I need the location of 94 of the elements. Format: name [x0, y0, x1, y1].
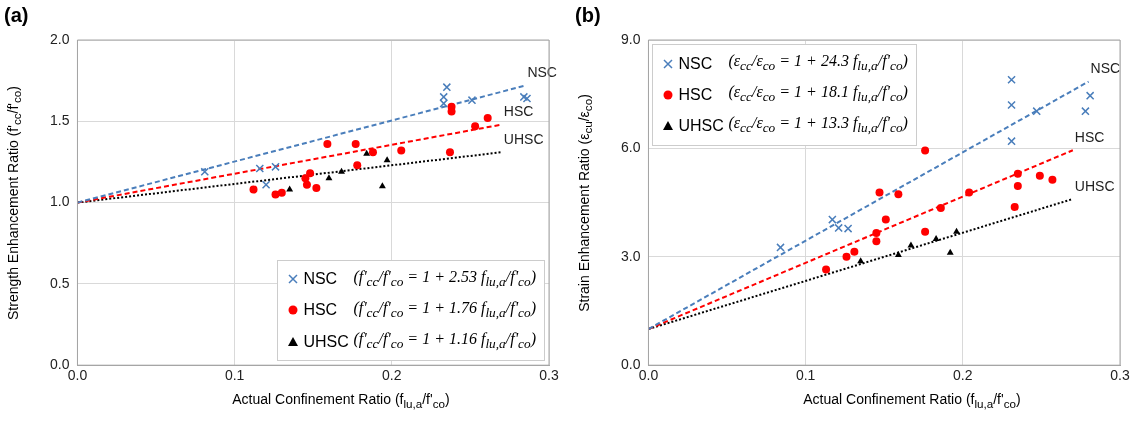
point — [822, 265, 831, 274]
point — [249, 185, 258, 194]
point — [850, 247, 859, 256]
point — [363, 149, 371, 156]
point — [483, 114, 492, 123]
point — [368, 148, 377, 157]
point — [894, 250, 902, 257]
text: (f'$_{cc}$/f'$_{co}$ = 1 + 1.76 f$_{lu,a}$/f'$_{co}$) — [353, 298, 536, 321]
point — [200, 167, 210, 176]
chart-title: (a) — [4, 4, 29, 27]
point — [857, 257, 865, 264]
point — [442, 82, 452, 92]
point — [881, 215, 890, 224]
point — [834, 223, 843, 233]
point — [843, 224, 853, 233]
point — [907, 241, 915, 248]
point — [325, 174, 333, 181]
point — [932, 235, 940, 242]
legend-label: HSC — [678, 84, 714, 105]
text: (f'$_{cc}$/f'$_{co}$ = 1 + 2.53 f$_{lu,a}$/f'$_{co}$) — [353, 267, 536, 289]
point — [872, 228, 881, 237]
point — [306, 169, 315, 178]
point — [872, 237, 881, 246]
point — [312, 183, 321, 192]
text: (ε$_{cc}$/ε$_{co}$ = 1 + 24.3 f$_{lu,a}$/f'$_{co}$) — [728, 52, 908, 74]
point — [1048, 175, 1057, 184]
annotation: NSC — [527, 64, 557, 81]
y-tick-label: 6.0 — [620, 139, 641, 156]
point — [1013, 169, 1022, 178]
y-tick-label: 2.0 — [49, 30, 70, 47]
x-tick-label: 0.3 — [1110, 367, 1130, 384]
point — [828, 215, 837, 224]
point — [277, 188, 286, 197]
point — [894, 190, 903, 199]
legend-label: NSC — [303, 269, 339, 290]
point — [1010, 202, 1019, 211]
point — [946, 248, 954, 255]
point — [302, 180, 311, 189]
annotation: UHSC — [503, 131, 544, 148]
point — [397, 146, 406, 155]
x-axis-title: Actual Confinement Ratio (f$_{lu,a}$/f'$_{co}$) — [231, 391, 451, 410]
x-tick-label: 0.0 — [67, 367, 88, 384]
point — [338, 167, 345, 174]
point — [1035, 171, 1044, 180]
annotation: HSC — [1074, 129, 1105, 146]
point — [351, 140, 360, 149]
point — [953, 227, 960, 234]
point — [1007, 75, 1016, 85]
point — [921, 146, 930, 155]
legend-label: HSC — [303, 300, 339, 321]
y-tick-label: 1.5 — [49, 112, 70, 129]
point — [921, 227, 930, 236]
point — [776, 243, 785, 252]
x-tick-label: 0.3 — [539, 367, 559, 384]
x-tick-label: 0.1 — [224, 367, 245, 384]
chart-title: (b) — [575, 4, 601, 27]
x-tick-label: 0.2 — [382, 367, 402, 384]
point — [875, 188, 884, 197]
point — [1085, 91, 1095, 100]
x-tick-label: 0.1 — [795, 367, 816, 384]
legend-label: NSC — [678, 53, 714, 74]
point — [1013, 181, 1022, 190]
point — [353, 161, 362, 170]
y-tick-label: 0.5 — [49, 274, 70, 291]
point — [1081, 106, 1090, 116]
y-tick-label: 1.0 — [49, 193, 70, 210]
annotation: NSC — [1090, 60, 1121, 77]
legend-label: UHSC — [678, 115, 725, 136]
point — [445, 148, 454, 157]
point — [261, 180, 271, 189]
x-tick-label: 0.0 — [638, 367, 659, 384]
point — [471, 122, 480, 131]
x-axis-title: Actual Confinement Ratio (f$_{lu,a}$/f'$_{co}$) — [802, 391, 1022, 410]
text: (f'$_{cc}$/f'$_{co}$ = 1 + 1.16 f$_{lu,a}$/f'$_{co}$) — [353, 330, 536, 352]
annotation: UHSC — [1074, 177, 1115, 194]
point — [842, 252, 851, 261]
annotation: HSC — [503, 103, 534, 120]
text: (ε$_{cc}$/ε$_{co}$ = 1 + 18.1 f$_{lu,a}$/f'$_{co}$) — [728, 83, 908, 105]
point — [1032, 106, 1041, 116]
point — [965, 188, 974, 197]
legend-label: UHSC — [303, 331, 350, 352]
point — [255, 164, 265, 173]
y-tick-label: 3.0 — [620, 247, 641, 264]
point — [286, 185, 294, 192]
point — [383, 156, 391, 163]
y-tick-label: 9.0 — [620, 30, 641, 47]
x-tick-label: 0.2 — [953, 367, 973, 384]
point — [1007, 100, 1016, 110]
point — [936, 204, 945, 213]
point — [1007, 136, 1016, 146]
point — [467, 95, 477, 105]
point — [323, 140, 332, 149]
point — [271, 162, 280, 172]
text: (ε$_{cc}$/ε$_{co}$ = 1 + 13.3 f$_{lu,a}$/f'$_{co}$) — [728, 114, 908, 136]
